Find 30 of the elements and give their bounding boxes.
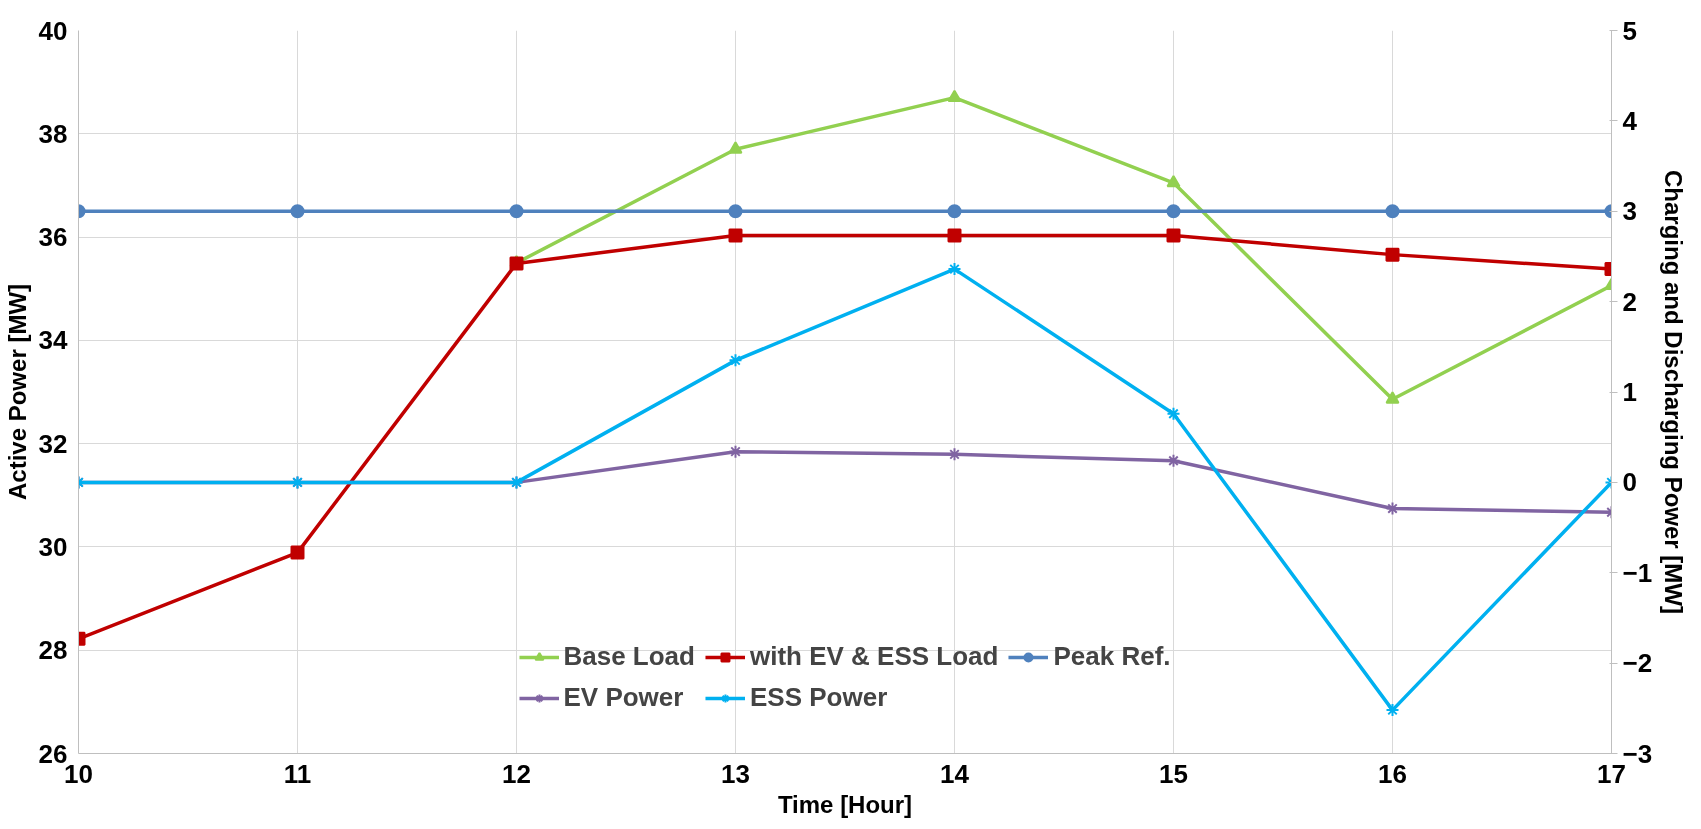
legend-label: Peak Ref. — [1053, 641, 1171, 672]
y-axis-title: Active Power [MW] — [3, 283, 31, 501]
x-tick-label: 15 — [1159, 758, 1188, 789]
y-tick-label: 32 — [38, 428, 68, 459]
y2-tick-label: 4 — [1622, 105, 1638, 136]
y2-tick-label: 5 — [1622, 15, 1637, 46]
legend-label: EV Power — [563, 682, 684, 713]
y2-axis-title: Charging and Discharging Power [MW] — [1660, 169, 1688, 615]
y2-tick-label: 2 — [1622, 286, 1637, 317]
y2-tick-label: 1 — [1622, 377, 1637, 407]
y2-tick-label: 3 — [1622, 196, 1637, 227]
y-tick-label: 38 — [38, 118, 68, 149]
y-tick-label: 28 — [38, 635, 68, 666]
x-tick-label: 11 — [283, 758, 312, 789]
y2-tick-label: −2 — [1622, 648, 1653, 679]
y2-tick-label: 0 — [1622, 467, 1637, 498]
y-tick-label: 34 — [38, 325, 69, 356]
x-tick-label: 16 — [1378, 758, 1407, 789]
x-tick-label: 12 — [502, 758, 531, 789]
x-axis-title: Time [Hour] — [777, 790, 913, 818]
y-tick-label: 36 — [38, 222, 68, 253]
y2-tick-label: −1 — [1622, 557, 1653, 588]
legend-label: with EV & ESS Load — [749, 641, 999, 672]
legend-label: ESS Power — [749, 682, 888, 713]
y-tick-label: 30 — [38, 531, 68, 562]
x-tick-label: 17 — [1597, 758, 1626, 789]
y-tick-label: 40 — [38, 15, 68, 46]
legend-label: Base Load — [563, 641, 695, 672]
x-tick-label: 14 — [940, 758, 970, 789]
x-tick-label: 13 — [721, 758, 750, 789]
